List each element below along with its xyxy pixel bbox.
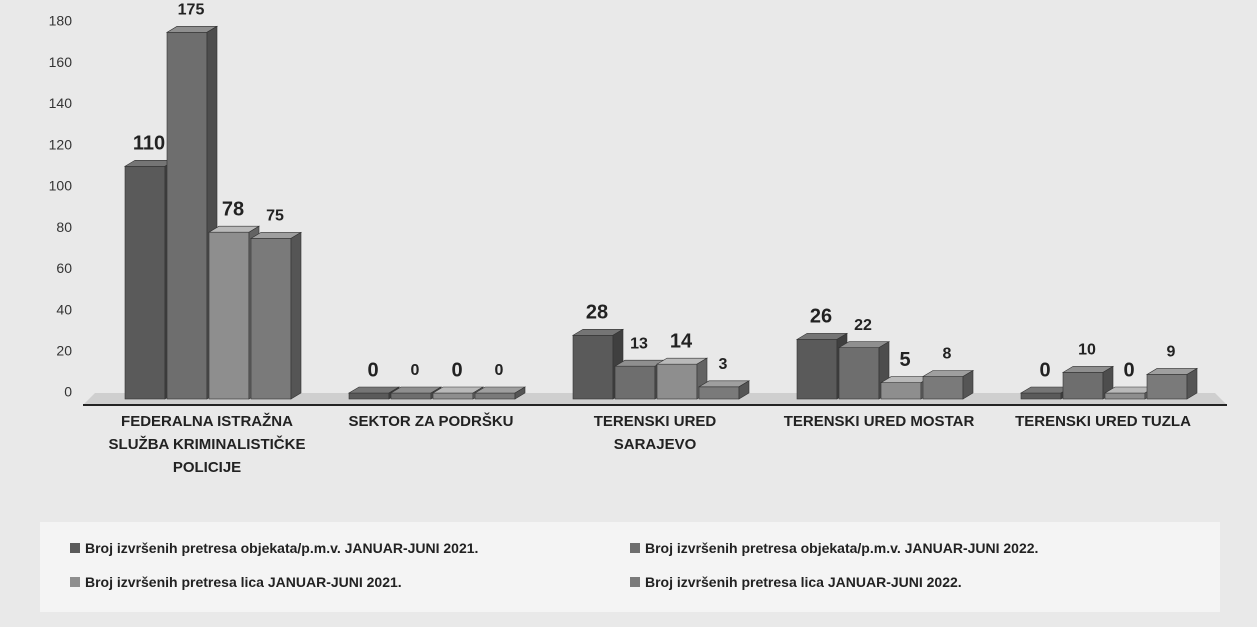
bar [124,165,166,400]
y-tick-label: 140 [49,95,73,111]
y-tick-label: 160 [49,54,73,70]
bar [614,365,656,400]
bar-side [738,380,750,400]
legend: Broj izvršenih pretresa objekata/p.m.v. … [40,522,1220,612]
legend-item: Broj izvršenih pretresa objekata/p.m.v. … [630,540,1038,556]
bar [1020,392,1062,400]
bar [698,386,740,400]
bar-side [290,231,302,400]
bar-side [514,386,526,400]
x-tick-label: FEDERALNA ISTRAŽNA SLUŽBA KRIMINALISTIČK… [108,413,306,476]
legend-item: Broj izvršenih pretresa lica JANUAR-JUNI… [630,574,962,590]
legend-label: Broj izvršenih pretresa objekata/p.m.v. … [85,540,479,556]
y-tick-label: 0 [64,384,72,400]
bar [1062,372,1104,400]
bar [432,392,474,400]
bar [390,392,432,400]
bar [474,392,516,400]
bar [922,376,964,400]
data-label: 10 [1078,342,1096,359]
data-label: 0 [1123,359,1134,381]
y-tick-label: 40 [56,301,72,317]
bar [796,339,838,400]
legend-item: Broj izvršenih pretresa objekata/p.m.v. … [70,540,478,556]
data-label: 0 [367,359,378,381]
legend-label: Broj izvršenih pretresa lica JANUAR-JUNI… [85,574,402,590]
legend-label: Broj izvršenih pretresa lica JANUAR-JUNI… [645,574,962,590]
data-label: 28 [586,302,608,324]
legend-swatch [70,543,80,553]
data-label: 8 [943,346,952,363]
y-tick-label: 100 [49,178,73,194]
legend-swatch [630,577,640,587]
bar [1146,374,1188,400]
bar [208,231,250,400]
x-tick-label: SEKTOR ZA PODRŠKU [348,413,514,430]
data-label: 0 [495,362,504,379]
x-tick-label: TERENSKI URED TUZLA [1015,413,1191,430]
data-label: 78 [222,199,244,221]
data-label: 14 [670,330,693,352]
bar [880,382,922,400]
legend-item: Broj izvršenih pretresa lica JANUAR-JUNI… [70,574,402,590]
bar [166,32,208,400]
x-tick-label: TERENSKI URED SARAJEVO [593,413,717,453]
bar-side [1186,367,1198,400]
y-tick-label: 20 [56,342,72,358]
bar [572,334,614,400]
y-tick-label: 180 [49,13,73,29]
legend-label: Broj izvršenih pretresa objekata/p.m.v. … [645,540,1039,556]
legend-swatch [70,577,80,587]
x-tick-label: TERENSKI URED MOSTAR [783,413,975,430]
bar [348,392,390,400]
data-label: 3 [719,356,728,373]
data-label: 0 [451,359,462,381]
y-tick-label: 60 [56,260,72,276]
legend-swatch [630,543,640,553]
data-label: 110 [133,133,165,155]
y-tick-label: 80 [56,219,72,235]
data-label: 9 [1167,344,1176,361]
bar-side [962,369,974,400]
data-label: 75 [266,208,284,225]
data-label: 26 [810,306,832,328]
data-label: 13 [630,335,648,352]
bar [1104,392,1146,400]
data-label: 0 [1039,359,1050,381]
data-label: 5 [899,349,910,371]
data-label: 22 [854,317,872,334]
data-label: 0 [411,362,420,379]
y-tick-label: 120 [49,136,73,152]
bar [250,238,292,400]
bar [838,347,880,400]
bar [656,363,698,400]
data-label: 175 [178,2,205,19]
